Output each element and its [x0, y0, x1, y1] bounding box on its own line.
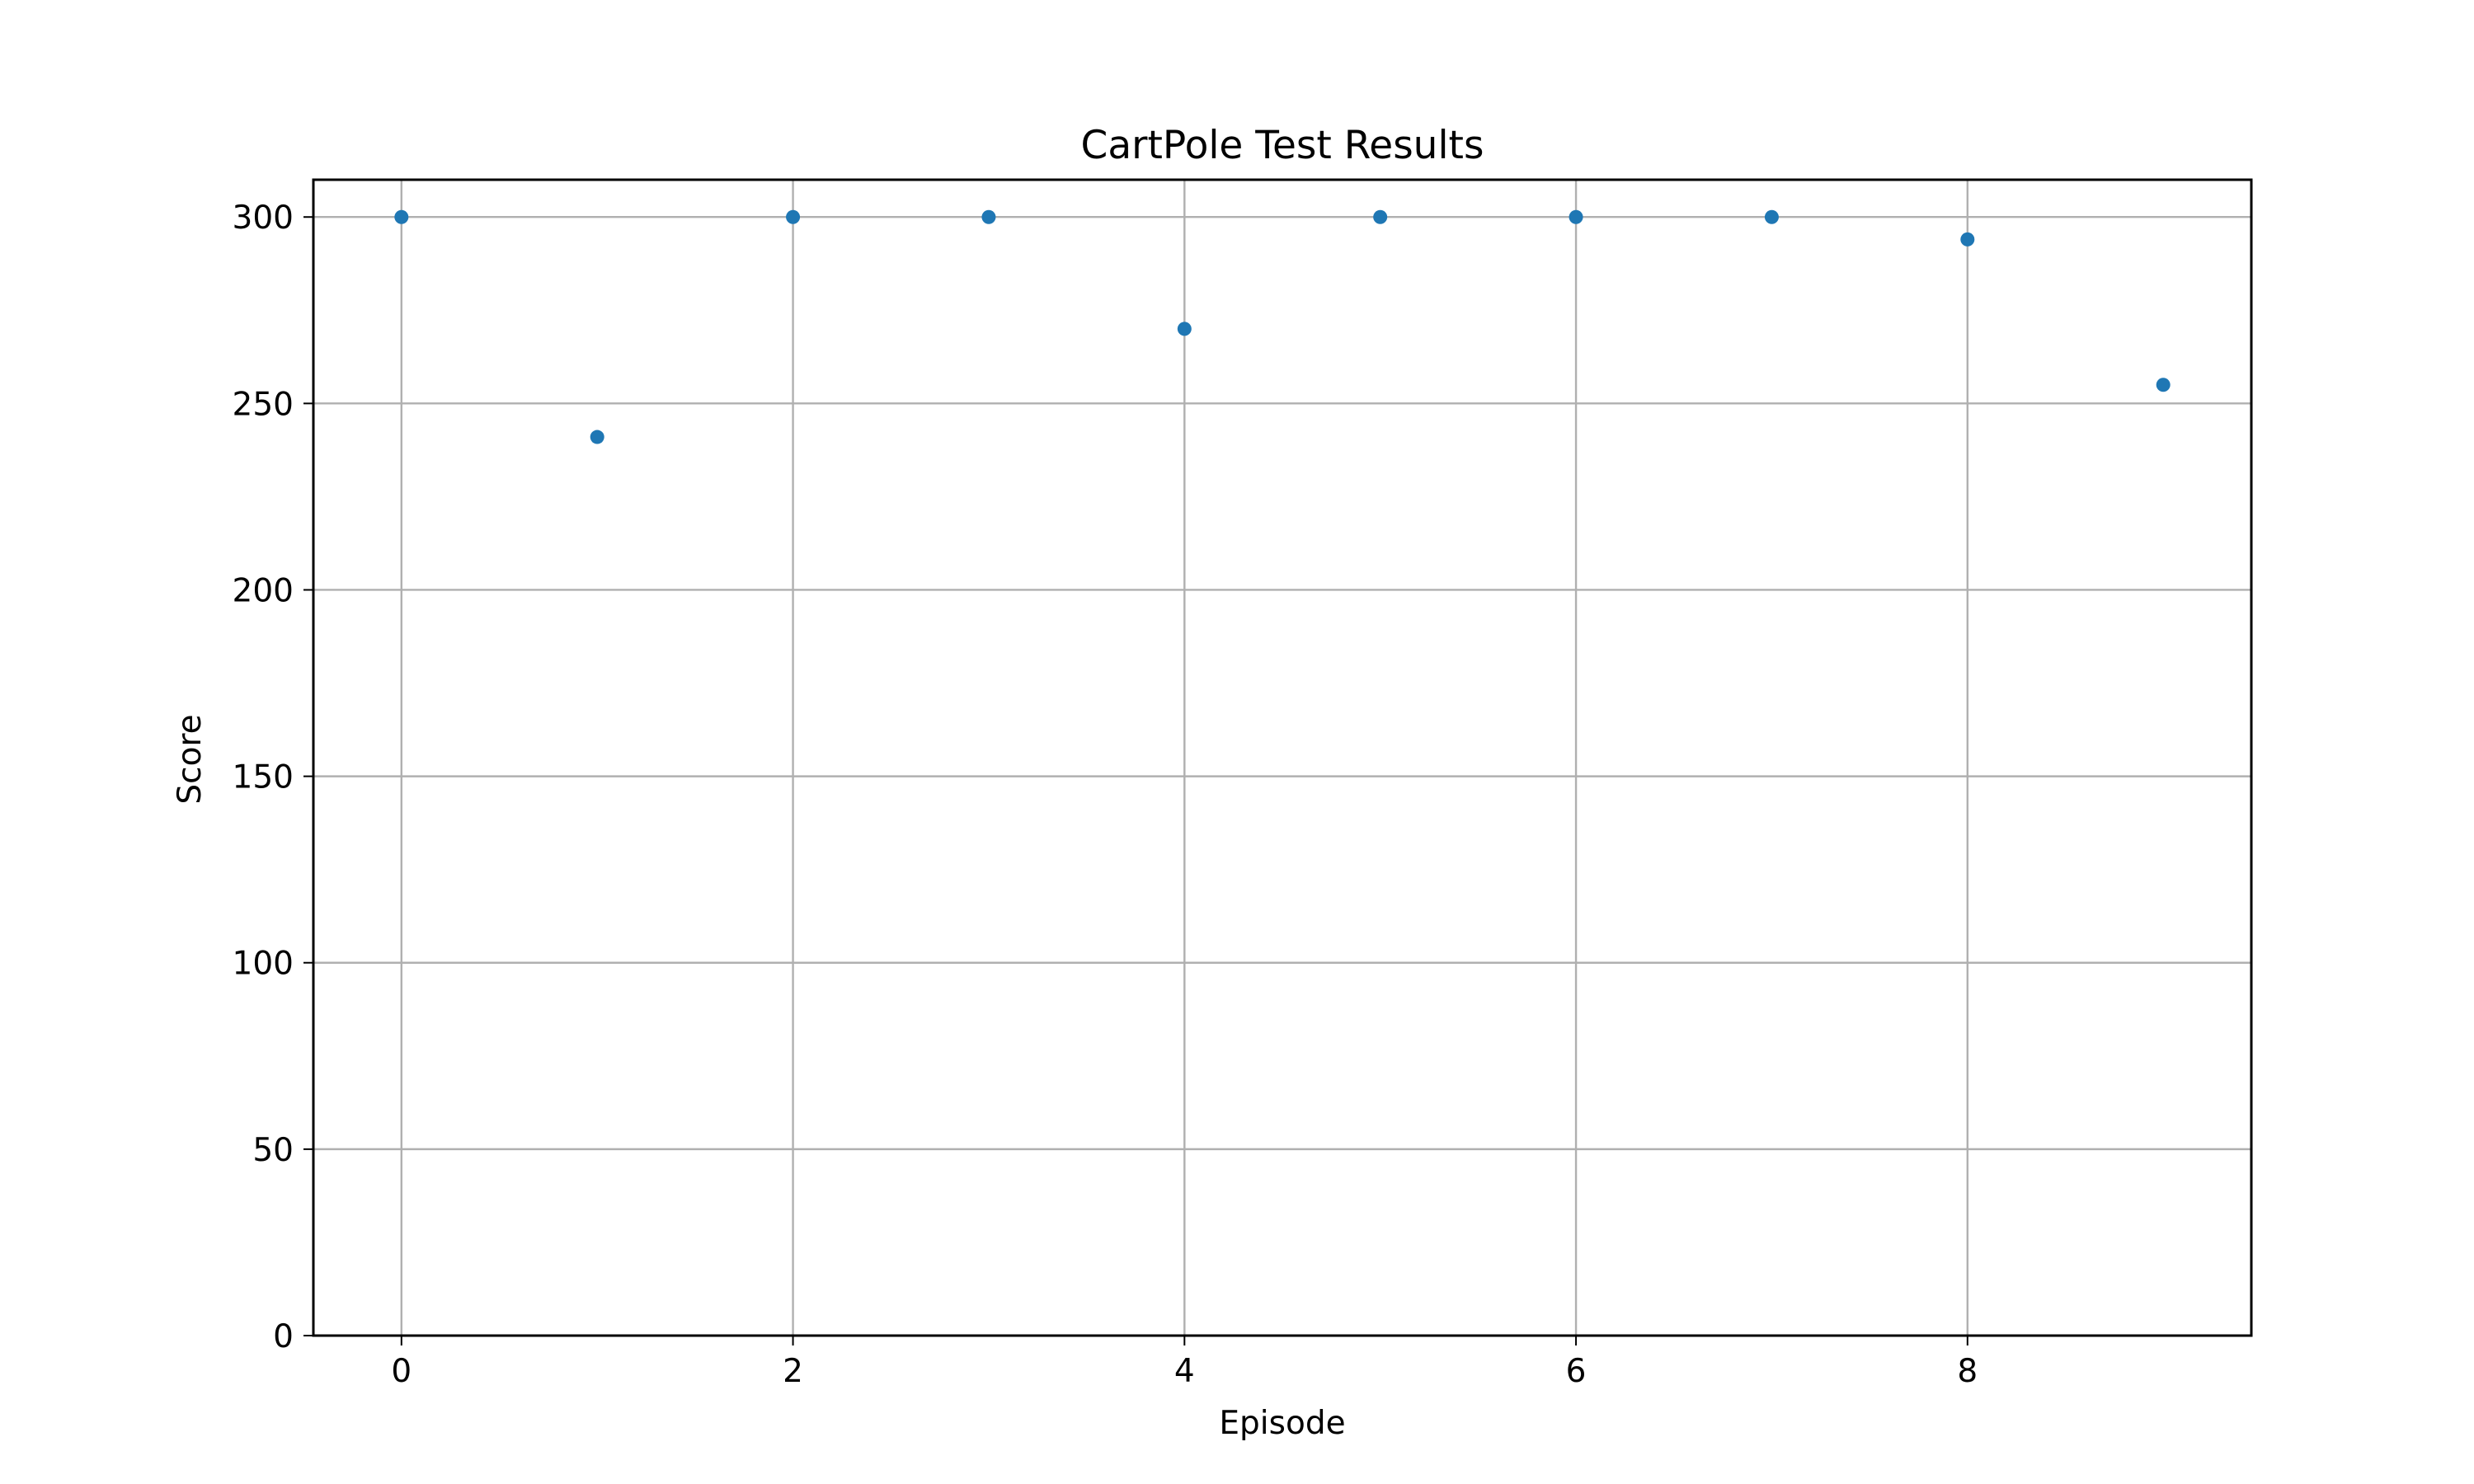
x-tick-label: 8: [1957, 1353, 1978, 1390]
data-point: [590, 430, 604, 444]
y-tick-label: 150: [233, 759, 294, 796]
y-tick-label: 250: [233, 386, 294, 423]
data-point: [981, 209, 996, 224]
x-tick-label: 0: [391, 1353, 412, 1390]
data-point: [786, 209, 801, 224]
data-point: [1177, 322, 1192, 336]
data-point: [2156, 378, 2171, 392]
chart-title: CartPole Test Results: [1081, 123, 1484, 168]
data-point: [1764, 209, 1779, 224]
y-tick-label: 200: [233, 572, 294, 609]
grid: [313, 180, 2251, 1337]
y-tick-label: 300: [233, 200, 294, 237]
data-point: [394, 209, 409, 224]
y-tick-label: 0: [273, 1318, 294, 1355]
plot-frame: [312, 178, 2253, 1337]
y-axis-label: Score: [172, 714, 209, 804]
x-tick-label: 4: [1174, 1353, 1195, 1390]
y-axis: 0 50 100 150 200 250 300: [233, 200, 313, 1355]
y-tick-label: 50: [252, 1132, 294, 1169]
data-point: [1569, 209, 1583, 224]
x-axis: 0 2 4 6 8: [391, 1336, 1978, 1390]
x-tick-label: 6: [1566, 1353, 1587, 1390]
data-point: [1960, 232, 1975, 247]
data-point: [1373, 209, 1388, 224]
data-series: [394, 209, 2171, 444]
y-tick-label: 100: [233, 946, 294, 983]
x-axis-label: Episode: [1219, 1405, 1345, 1442]
x-tick-label: 2: [783, 1353, 803, 1390]
